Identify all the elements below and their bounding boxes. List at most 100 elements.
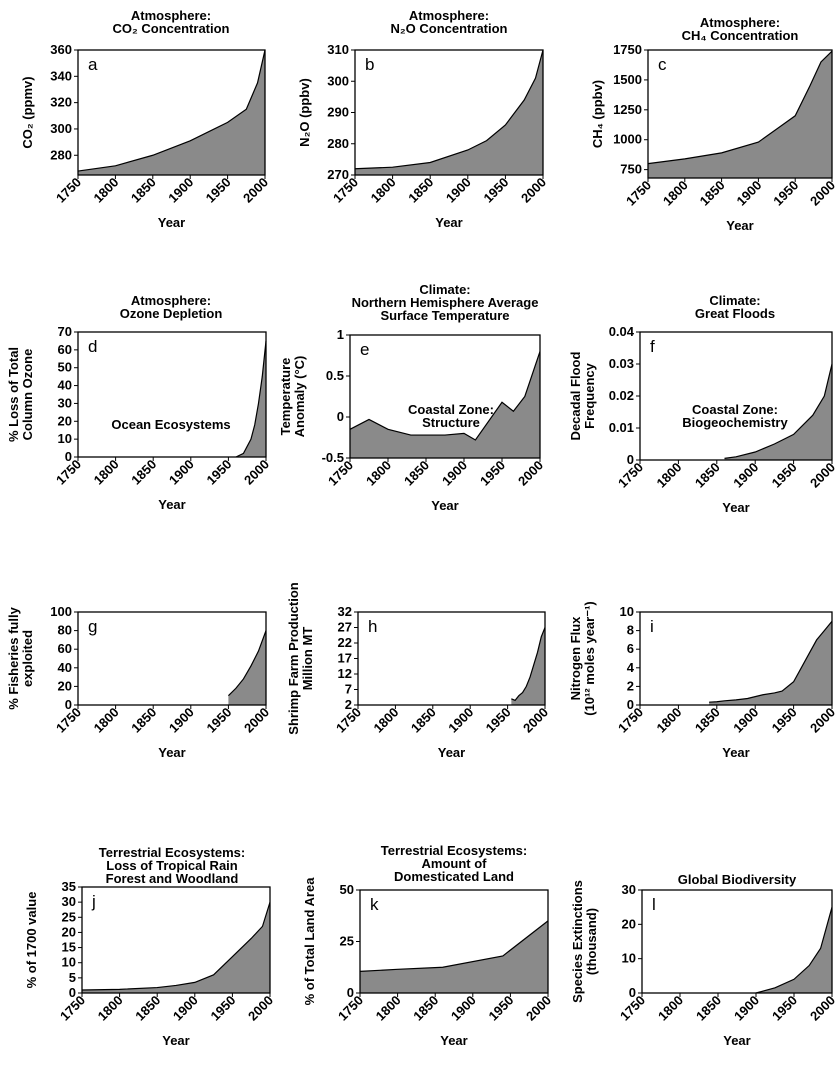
panel-h-letter: h xyxy=(368,617,377,636)
panel-k-ytick-label: 50 xyxy=(340,882,354,897)
panel-i-xtick-label: 1950 xyxy=(769,705,800,736)
panel-f-ytick-label: 0.01 xyxy=(609,420,634,435)
panel-i-ytick-label: 0 xyxy=(627,697,634,712)
panel-g-ylabel-line: % Fisheries fully xyxy=(6,606,21,709)
panel-c-title-line: CH₄ Concentration xyxy=(682,28,799,43)
panel-a-xlabel: Year xyxy=(158,215,185,230)
panel-g-xtick-label: 2000 xyxy=(241,705,272,736)
panel-h-ytick-label: 7 xyxy=(345,682,352,697)
panel-j-xtick-label: 2000 xyxy=(245,993,276,1024)
panel-d-ylabel-line: % Loss of Total xyxy=(6,347,21,442)
panel-j-area xyxy=(82,902,270,993)
panel-k-title-line: Terrestrial Ecosystems: xyxy=(381,843,527,858)
panel-g-xtick-label: 1800 xyxy=(91,705,122,736)
panel-j-ytick-label: 20 xyxy=(62,924,76,939)
panel-d-xtick-label: 1800 xyxy=(91,457,122,488)
panel-d-ytick-label: 70 xyxy=(58,324,72,339)
panel-d-area xyxy=(235,340,266,457)
panel-b-ytick-label: 290 xyxy=(327,105,349,120)
panel-g-letter: g xyxy=(88,617,97,636)
panel-k-xtick-label: 1900 xyxy=(448,993,479,1024)
panel-i-title-line: Biogeochemistry xyxy=(682,415,788,430)
panel-j-letter: j xyxy=(91,892,96,911)
panel-i-area xyxy=(709,621,832,705)
panel-f-ytick-label: 0.03 xyxy=(609,356,634,371)
panel-l-ytick-label: 10 xyxy=(622,951,636,966)
panel-a-xtick-label: 1750 xyxy=(53,175,84,206)
panel-a-xtick-label: 1900 xyxy=(165,175,196,206)
panel-d-frame xyxy=(77,331,267,458)
panel-c-xtick-label: 1800 xyxy=(660,178,691,209)
panel-b-ytick-label: 310 xyxy=(327,42,349,57)
panel-d-ytick-label: 60 xyxy=(58,342,72,357)
panel-f-series-line xyxy=(724,363,833,459)
panel-j-xtick-label: 1750 xyxy=(57,993,88,1024)
panel-b-ylabel-line: N₂O (ppbv) xyxy=(297,78,312,147)
panel-e-area xyxy=(350,351,540,458)
panel-i-series-line xyxy=(709,620,833,703)
panel-c-xtick-label: 1950 xyxy=(770,178,801,209)
panel-g-title-line: Ocean Ecosystems xyxy=(111,417,230,432)
panel-b-title-line: N₂O Concentration xyxy=(391,21,508,36)
panel-f-title-line: Climate: xyxy=(709,293,760,308)
panel-i-ylabel-line: (10¹² moles year⁻¹) xyxy=(582,601,597,716)
panel-d-ytick-label: 50 xyxy=(58,360,72,375)
panel-d-ytick-label: 40 xyxy=(58,378,72,393)
panel-d-ylabel-line: Column Ozone xyxy=(20,349,35,441)
panel-k-title-line: Domesticated Land xyxy=(394,869,514,884)
panel-h-title-line: Coastal Zone: xyxy=(408,402,494,417)
panel-j-title-line: Forest and Woodland xyxy=(106,871,239,886)
panel-h-xtick-label: 1950 xyxy=(483,705,514,736)
panel-a-xtick-label: 2000 xyxy=(240,175,271,206)
panel-f-xtick-label: 1850 xyxy=(692,460,723,491)
panel-d-ytick-label: 0 xyxy=(65,449,72,464)
panel-i-ytick-label: 2 xyxy=(627,678,634,693)
panel-j-frame xyxy=(81,886,271,994)
panel-f-ylabel-line: Decadal Flood xyxy=(568,352,583,441)
panel-f-xtick-label: 1900 xyxy=(730,460,761,491)
panel-e-xtick-label: 1800 xyxy=(363,458,394,489)
panel-l-series-line xyxy=(755,907,833,994)
panel-g-series-line xyxy=(227,630,267,697)
panel-e-ylabel-line: Temperature xyxy=(278,358,293,436)
panel-j-xtick-label: 1800 xyxy=(95,993,126,1024)
panel-i-ytick-label: 6 xyxy=(627,641,634,656)
panel-a-ytick-label: 280 xyxy=(50,147,72,162)
panel-f-letter: f xyxy=(650,337,655,356)
panel-h-ytick-label: 17 xyxy=(338,651,352,666)
panel-f-xtick-label: 1750 xyxy=(615,460,646,491)
panel-b-ytick-label: 280 xyxy=(327,136,349,151)
panel-k-letter: k xyxy=(370,895,379,914)
panel-a-xtick-label: 1950 xyxy=(203,175,234,206)
panel-j-ytick-label: 15 xyxy=(62,940,76,955)
panel-g-area xyxy=(228,630,266,705)
panel-c-xtick-label: 1850 xyxy=(697,178,728,209)
panel-g-ytick-label: 40 xyxy=(58,660,72,675)
panel-c-ytick-label: 1250 xyxy=(613,102,642,117)
panel-c-xtick-label: 1900 xyxy=(733,178,764,209)
panel-j-title-line: Loss of Tropical Rain xyxy=(106,858,238,873)
panel-j-ytick-label: 30 xyxy=(62,894,76,909)
panel-d-series-line xyxy=(235,340,267,458)
panel-d-ytick-label: 30 xyxy=(58,395,72,410)
panel-c-frame xyxy=(647,49,833,179)
panel-b-series-line xyxy=(354,49,544,170)
panel-d-xtick-label: 1950 xyxy=(203,457,234,488)
panel-g-frame xyxy=(77,611,267,706)
panel-g-xtick-label: 1900 xyxy=(166,705,197,736)
panel-b-letter: b xyxy=(365,55,374,74)
panel-k: Terrestrial Ecosystems:Amount ofDomestic… xyxy=(302,843,554,1048)
panel-f-ylabel-line: Frequency xyxy=(582,362,597,429)
panel-l-xtick-label: 2000 xyxy=(807,993,836,1024)
panel-a-ytick-label: 300 xyxy=(50,121,72,136)
panel-k-xtick-label: 1800 xyxy=(373,993,404,1024)
panel-l-letter: l xyxy=(652,895,656,914)
panel-g-xtick-label: 1750 xyxy=(53,705,84,736)
panel-b-title-line: Atmosphere: xyxy=(409,8,489,23)
panel-l-ytick-label: 30 xyxy=(622,882,636,897)
panel-l-xlabel: Year xyxy=(723,1033,750,1048)
panel-k-area xyxy=(360,920,548,993)
panel-e-title-line: Surface Temperature xyxy=(380,308,509,323)
panel-b-xtick-label: 1800 xyxy=(368,175,399,206)
